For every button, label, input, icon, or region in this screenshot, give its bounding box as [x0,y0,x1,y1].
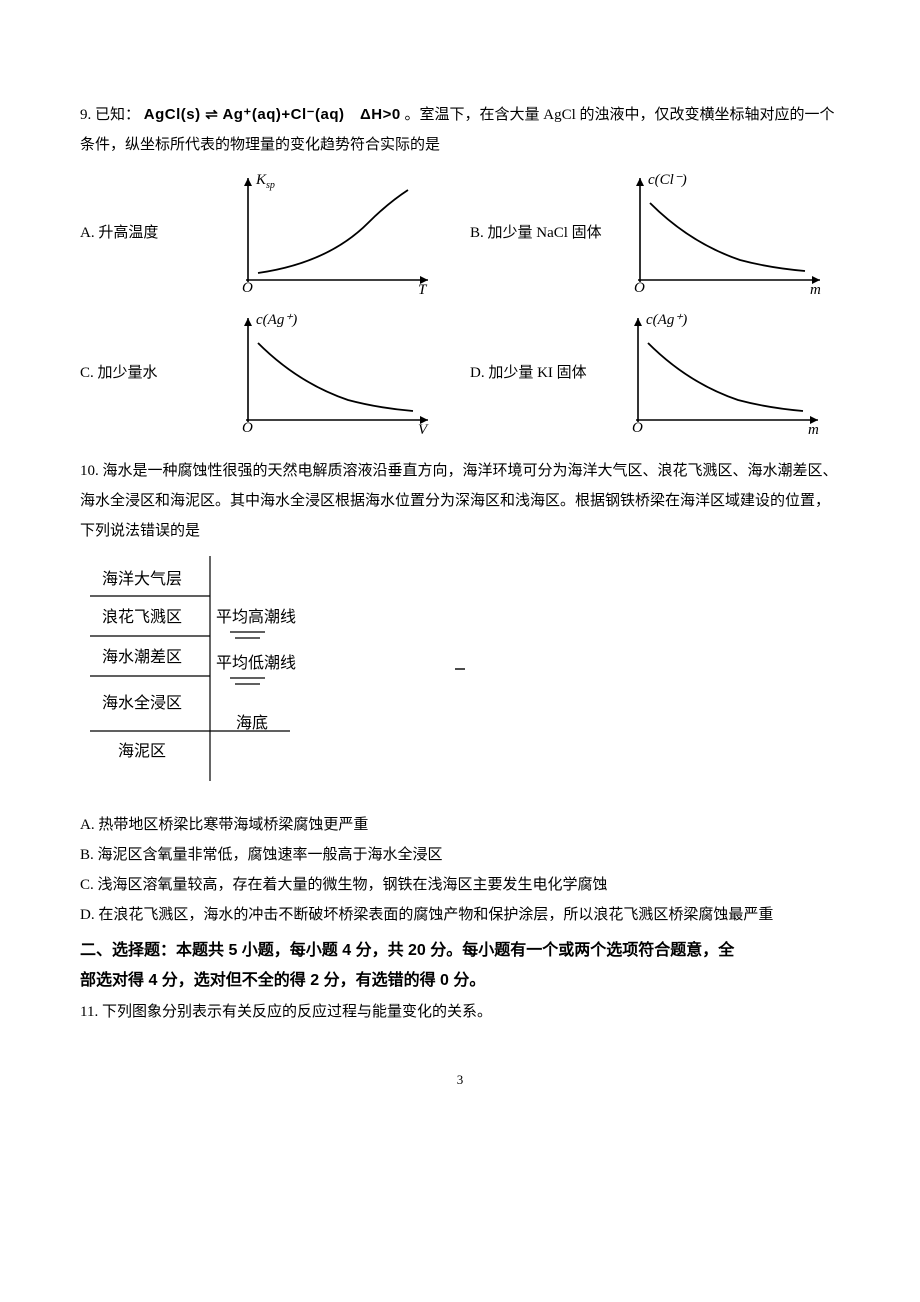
chart-xlabel: m [808,422,819,438]
chart-origin: O [634,280,645,296]
q9-chart-d: O m c(Ag⁺) [608,308,828,438]
q9-option-a-label: A. 升高温度 [80,218,210,248]
q9-equation: AgCl(s) ⇌ Ag⁺(aq)+Cl⁻(aq) ΔH>0 [144,106,401,123]
section-2-line2: 部选对得 4 分，选对但不全的得 2 分，有选错的得 0 分。 [80,966,840,996]
chart-xlabel: m [810,282,821,298]
q10-option-a: A. 热带地区桥梁比寒带海域桥梁腐蚀更严重 [80,810,840,840]
q9-option-a: A. 升高温度 O T Ksp [80,168,450,298]
q9-option-d: D. 加少量 KI 固体 O m c(Ag⁺) [470,308,840,438]
page: 9. 已知： AgCl(s) ⇌ Ag⁺(aq)+Cl⁻(aq) ΔH>0 。室… [0,0,920,1153]
chart-origin: O [242,280,253,296]
chart-curve [650,203,805,271]
q10-option-b: B. 海泥区含氧量非常低，腐蚀速率一般高于海水全浸区 [80,840,840,870]
chart-ylabel: c(Ag⁺) [646,312,687,328]
fig-row2: 海水潮差区 [102,648,182,666]
center-mark-icon [455,668,465,670]
q9-number: 9. [80,107,91,123]
q9-stem: 9. 已知： AgCl(s) ⇌ Ag⁺(aq)+Cl⁻(aq) ΔH>0 。室… [80,100,840,160]
q10-stem: 10. 海水是一种腐蚀性很强的天然电解质溶液沿垂直方向，海洋环境可分为海洋大气区… [80,456,840,546]
chart-xlabel: V [418,422,429,438]
q9-chart-a: O T Ksp [218,168,438,298]
chart-ylabel: c(Ag⁺) [256,312,297,328]
fig-row0: 海洋大气层 [102,570,182,588]
q9-option-d-label: D. 加少量 KI 固体 [470,358,600,388]
q9-option-c-label: C. 加少量水 [80,358,210,388]
q10-stem-text: 海水是一种腐蚀性很强的天然电解质溶液沿垂直方向，海洋环境可分为海洋大气区、浪花飞… [80,463,838,539]
q9-chart-c: O V c(Ag⁺) [218,308,438,438]
chart-ylabel: c(Cl⁻) [648,172,687,188]
fig-right1: 平均高潮线 [216,608,296,626]
section-2-line1: 二、选择题：本题共 5 小题，每小题 4 分，共 20 分。每小题有一个或两个选… [80,936,840,966]
chart-curve [258,190,408,273]
section-2-header: 二、选择题：本题共 5 小题，每小题 4 分，共 20 分。每小题有一个或两个选… [80,936,840,997]
q9-prefix: 已知： [95,107,140,123]
q10-figure: 海洋大气层 浪花飞溅区 海水潮差区 海水全浸区 海泥区 平均高潮线 平均低潮线 … [80,556,840,792]
fig-right2: 平均低潮线 [216,654,296,672]
q9-option-b: B. 加少量 NaCl 固体 O m c(Cl⁻) [470,168,840,298]
q11-number: 11. [80,1004,98,1020]
chart-xlabel: T [418,282,428,298]
q11-stem: 11. 下列图象分别表示有关反应的反应过程与能量变化的关系。 [80,997,840,1027]
chart-origin: O [632,420,643,436]
fig-row1: 浪花飞溅区 [102,608,182,626]
chart-ylabel: Ksp [255,172,275,191]
q10-number: 10. [80,463,99,479]
q10-option-c: C. 浅海区溶氧量较高，存在着大量的微生物，钢铁在浅海区主要发生电化学腐蚀 [80,870,840,900]
fig-row4: 海泥区 [118,742,166,760]
q9-chart-b: O m c(Cl⁻) [610,168,830,298]
q10-option-d: D. 在浪花飞溅区，海水的冲击不断破坏桥梁表面的腐蚀产物和保护涂层，所以浪花飞溅… [80,900,840,930]
chart-origin: O [242,420,253,436]
chart-curve [258,343,413,411]
q9-option-b-label: B. 加少量 NaCl 固体 [470,218,602,248]
chart-curve [648,343,803,411]
q9-option-c: C. 加少量水 O V c(Ag⁺) [80,308,450,438]
fig-right3: 海底 [236,714,268,732]
q9-options: A. 升高温度 O T Ksp B. 加少量 NaCl 固体 O m [80,168,840,438]
q11-stem-text: 下列图象分别表示有关反应的反应过程与能量变化的关系。 [102,1004,492,1020]
fig-row3: 海水全浸区 [102,694,182,712]
page-number: 3 [80,1067,840,1093]
